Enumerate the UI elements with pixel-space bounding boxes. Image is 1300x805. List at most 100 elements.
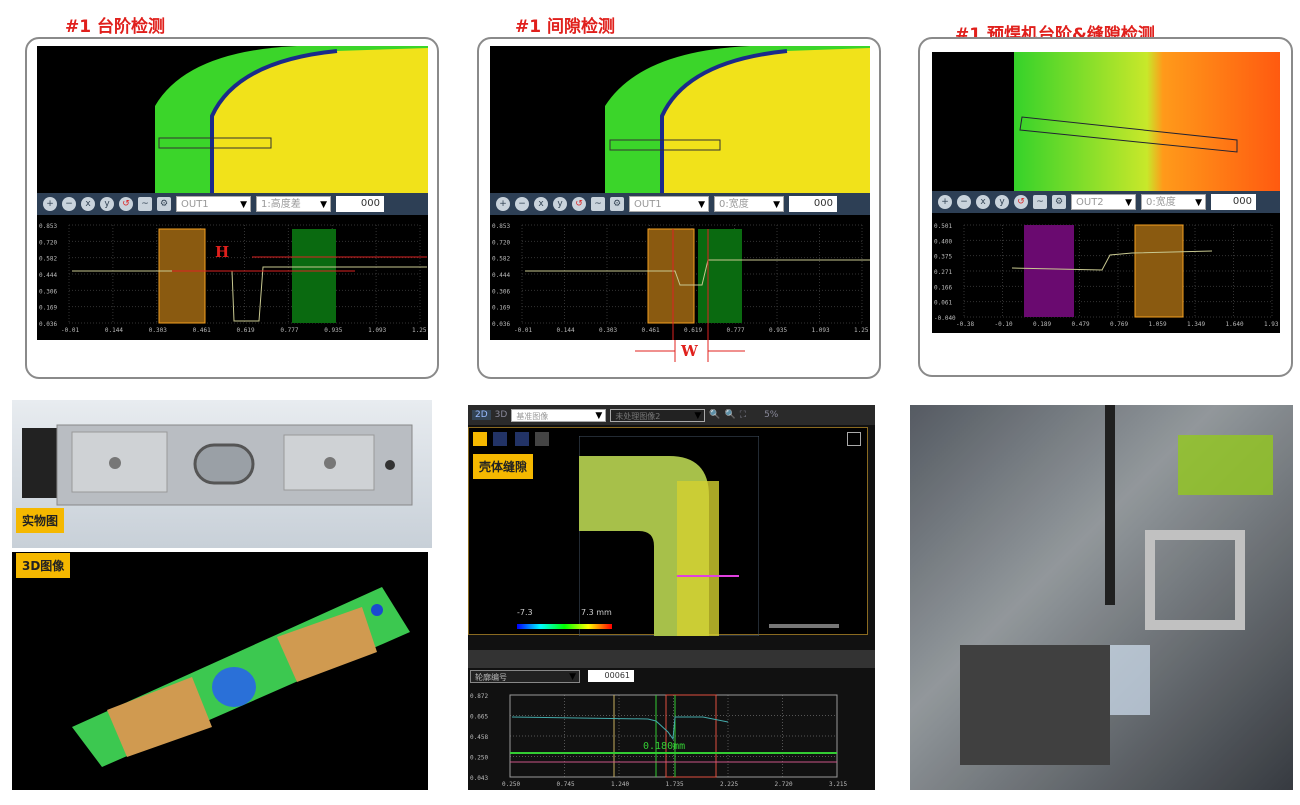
y-tick-label: 0.250 <box>470 755 488 762</box>
profile-chart-step: 0.853 0.720 0.582 0.444 0.306 0.169 0.036 -0.01… <box>37 215 428 340</box>
width-dimension <box>635 340 745 362</box>
x-tick-label: 0.769 <box>1110 321 1128 328</box>
toolbar: +−xy ↺ ~ ⚙ OUT2 0:宽度 000 <box>932 191 1280 213</box>
x-tick-label: 0.461 <box>193 327 211 334</box>
gap-profile-chart: 0.872 0.665 0.458 0.250 0.043 0.250 0.745 1.240… <box>470 693 847 788</box>
fullscreen-icon[interactable] <box>847 432 861 446</box>
x-tick-label: 3.215 <box>829 781 847 788</box>
x-tick-label: 0.619 <box>684 327 702 334</box>
profile-number[interactable]: 00061 <box>588 670 634 682</box>
profile-select[interactable]: 轮廓编号 <box>470 670 580 684</box>
x-tick-label: 1.240 <box>611 781 629 788</box>
zoom-in-icon[interactable]: + <box>496 197 510 211</box>
roi-box <box>647 228 695 324</box>
zoom-out-icon[interactable]: − <box>957 195 971 209</box>
y-tick-label: 0.169 <box>39 305 57 312</box>
roi-box <box>665 694 717 778</box>
y-tick-label: 0.400 <box>934 238 952 245</box>
mode-select[interactable]: 1:高度差 <box>256 196 331 213</box>
view-3d-button[interactable]: 3D <box>494 410 508 420</box>
reset-icon[interactable]: ↺ <box>572 197 586 211</box>
scan-viewport: 壳体缝隙 -7.3 7.3 mm <box>468 427 868 636</box>
fit-icon[interactable]: ⛶ <box>739 410 747 420</box>
x-tick-label: 0.935 <box>769 327 787 334</box>
y-tick-label: 0.169 <box>492 305 510 312</box>
roi-box <box>1024 225 1074 317</box>
scan-image-step <box>37 46 428 193</box>
view-2d-button[interactable]: 2D <box>472 410 491 420</box>
x-tick-label: -0.10 <box>995 321 1013 328</box>
reset-icon[interactable]: ↺ <box>119 197 133 211</box>
source-select[interactable]: 基准图像 <box>511 408 607 423</box>
y-tick-label: 0.720 <box>39 239 57 246</box>
output-select[interactable]: OUT1 <box>176 196 251 213</box>
panel2-title: #1 间隙检测 <box>515 17 615 37</box>
waveform-icon[interactable]: ~ <box>1033 195 1047 209</box>
zoom-in-icon[interactable]: + <box>938 195 952 209</box>
settings-icon[interactable]: ⚙ <box>157 197 171 211</box>
zoom-y-icon[interactable]: y <box>553 197 567 211</box>
zoom-out-icon[interactable]: 🔍 <box>724 410 736 420</box>
profile-chart-prewelder: 0.501 0.400 0.375 0.271 0.166 0.061 -0.040 -0.3… <box>932 213 1280 333</box>
settings-icon[interactable]: ⚙ <box>1052 195 1066 209</box>
output-select[interactable]: OUT2 <box>1071 194 1136 211</box>
x-tick-label: 0.144 <box>557 327 575 334</box>
panel1-title: #1 台阶检测 <box>65 17 165 37</box>
zoom-y-icon[interactable]: y <box>995 195 1009 209</box>
y-tick-label: 0.665 <box>470 714 488 721</box>
x-tick-label: 0.479 <box>1072 321 1090 328</box>
machine-photo <box>910 405 1293 790</box>
x-tick-label: 0.144 <box>105 327 123 334</box>
x-tick-label: 0.461 <box>642 327 660 334</box>
chart-toolbar <box>468 650 875 668</box>
profile-line <box>511 716 729 741</box>
roi-box <box>292 229 336 323</box>
waveform-icon[interactable]: ~ <box>591 197 605 211</box>
profile-line <box>1011 250 1213 271</box>
zoom-in-icon[interactable]: 🔍 <box>709 410 721 420</box>
mode-select[interactable]: 0:宽度 <box>1141 194 1206 211</box>
y-tick-label: 0.501 <box>934 223 952 230</box>
y-tick-label: 0.306 <box>39 288 57 295</box>
y-tick-label: -0.040 <box>934 315 956 322</box>
output-select[interactable]: OUT1 <box>629 196 709 213</box>
waveform-icon[interactable]: ~ <box>138 197 152 211</box>
scan-image-prewelder <box>932 52 1280 191</box>
y-tick-label: 0.043 <box>470 775 488 782</box>
y-tick-label: 0.271 <box>934 269 952 276</box>
x-tick-label: 2.225 <box>720 781 738 788</box>
color-range-slider[interactable] <box>517 624 612 629</box>
value-field[interactable]: 000 <box>336 196 384 212</box>
user-icon[interactable] <box>535 432 549 446</box>
x-tick-label: 0.745 <box>557 781 575 788</box>
processed-select[interactable]: 未处理图像2 <box>610 408 706 423</box>
toolbar: +−xy ↺ ~ ⚙ OUT1 1:高度差 000 <box>37 193 428 215</box>
settings-icon[interactable]: ⚙ <box>610 197 624 211</box>
range-min: -7.3 <box>517 608 533 617</box>
x-tick-label: 1.735 <box>666 781 684 788</box>
mode-select[interactable]: 0:宽度 <box>714 196 784 213</box>
zoom-x-icon[interactable]: x <box>81 197 95 211</box>
y-tick-label: 0.582 <box>39 256 57 263</box>
zoom-x-icon[interactable]: x <box>976 195 990 209</box>
y-tick-label: 0.872 <box>470 693 488 700</box>
x-tick-label: 1.25 <box>412 327 427 334</box>
x-tick-label: 0.619 <box>237 327 255 334</box>
zoom-x-icon[interactable]: x <box>534 197 548 211</box>
zoom-out-icon[interactable]: − <box>515 197 529 211</box>
opacity-slider[interactable] <box>769 624 839 628</box>
value-field[interactable]: 000 <box>1211 194 1256 210</box>
value-field[interactable]: 000 <box>789 196 837 212</box>
wave-tool-icon[interactable] <box>493 432 507 446</box>
x-tick-label: 0.189 <box>1033 321 1051 328</box>
x-tick-label: 0.777 <box>280 327 298 334</box>
range-max: 7.3 mm <box>581 608 612 617</box>
reset-icon[interactable]: ↺ <box>1014 195 1028 209</box>
profile-tool-icon[interactable] <box>473 432 487 446</box>
height-map-icon[interactable] <box>515 432 529 446</box>
zoom-in-icon[interactable]: + <box>43 197 57 211</box>
y-tick-label: 0.306 <box>492 288 510 295</box>
zoom-y-icon[interactable]: y <box>100 197 114 211</box>
zoom-out-icon[interactable]: − <box>62 197 76 211</box>
height-marker: H <box>215 243 230 261</box>
